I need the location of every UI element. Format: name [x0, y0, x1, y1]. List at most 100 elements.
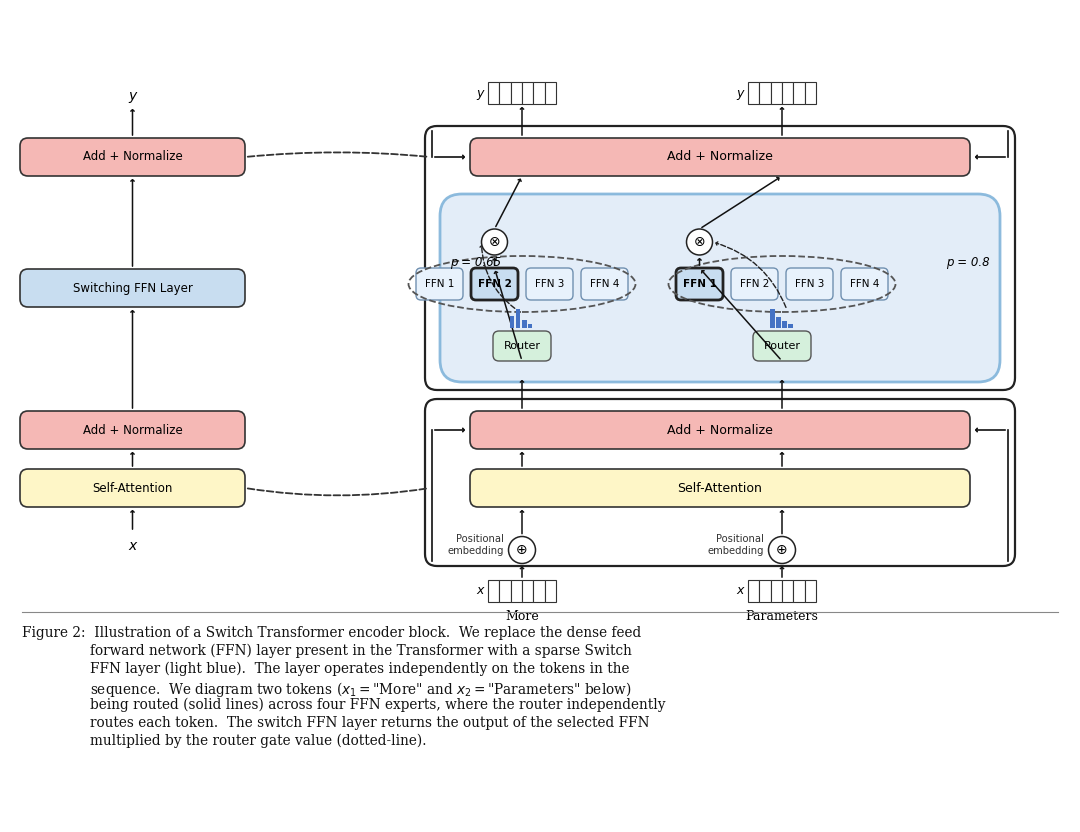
- Bar: [522, 580, 534, 602]
- Bar: [759, 82, 771, 104]
- Bar: [544, 82, 556, 104]
- Text: y: y: [737, 87, 744, 100]
- Bar: [748, 580, 759, 602]
- Text: Self-Attention: Self-Attention: [92, 482, 173, 494]
- Text: FFN layer (light blue).  The layer operates independently on the tokens in the: FFN layer (light blue). The layer operat…: [90, 662, 630, 676]
- Text: 2: 2: [753, 593, 758, 602]
- FancyBboxPatch shape: [416, 268, 463, 300]
- Text: FFN 1: FFN 1: [683, 279, 716, 289]
- Text: ⊗: ⊗: [693, 235, 705, 249]
- Bar: [488, 580, 499, 602]
- Text: FFN 2: FFN 2: [477, 279, 512, 289]
- Text: FFN 2: FFN 2: [740, 279, 769, 289]
- Bar: [759, 580, 771, 602]
- Text: y: y: [129, 89, 137, 103]
- Text: Add + Normalize: Add + Normalize: [83, 151, 183, 164]
- FancyBboxPatch shape: [440, 194, 1000, 382]
- Bar: [794, 580, 805, 602]
- FancyBboxPatch shape: [786, 268, 833, 300]
- Text: 1: 1: [492, 96, 499, 105]
- Bar: [770, 310, 774, 328]
- Text: forward network (FFN) layer present in the Transformer with a sparse Switch: forward network (FFN) layer present in t…: [90, 644, 632, 658]
- Text: FFN 1: FFN 1: [424, 279, 455, 289]
- FancyBboxPatch shape: [492, 331, 551, 361]
- Text: Router: Router: [764, 341, 800, 351]
- Bar: [516, 310, 521, 328]
- Text: Positional
embedding: Positional embedding: [707, 534, 764, 557]
- Text: Add + Normalize: Add + Normalize: [83, 423, 183, 437]
- Text: FFN 3: FFN 3: [535, 279, 564, 289]
- Text: Self-Attention: Self-Attention: [677, 482, 762, 494]
- Text: ⊕: ⊕: [777, 543, 787, 557]
- FancyBboxPatch shape: [753, 331, 811, 361]
- Bar: [788, 324, 793, 328]
- FancyBboxPatch shape: [731, 268, 778, 300]
- Circle shape: [482, 229, 508, 255]
- FancyBboxPatch shape: [426, 126, 1015, 390]
- FancyBboxPatch shape: [426, 399, 1015, 566]
- FancyBboxPatch shape: [470, 138, 970, 176]
- Bar: [777, 317, 781, 328]
- Text: Add + Normalize: Add + Normalize: [667, 423, 773, 437]
- Circle shape: [687, 229, 713, 255]
- Bar: [805, 580, 816, 602]
- Bar: [488, 82, 499, 104]
- FancyBboxPatch shape: [676, 268, 723, 300]
- Bar: [782, 580, 794, 602]
- Text: multiplied by the router gate value (dotted-line).: multiplied by the router gate value (dot…: [90, 734, 427, 749]
- FancyBboxPatch shape: [21, 138, 245, 176]
- Circle shape: [769, 537, 796, 563]
- Text: More: More: [505, 610, 539, 623]
- Text: x: x: [737, 585, 744, 597]
- Bar: [499, 82, 511, 104]
- Text: ⊕: ⊕: [516, 543, 528, 557]
- Text: Parameters: Parameters: [745, 610, 819, 623]
- FancyBboxPatch shape: [21, 411, 245, 449]
- Text: x: x: [476, 585, 484, 597]
- Bar: [534, 82, 544, 104]
- Text: FFN 3: FFN 3: [795, 279, 824, 289]
- Text: FFN 4: FFN 4: [850, 279, 879, 289]
- Text: x: x: [129, 539, 137, 553]
- Text: Router: Router: [503, 341, 540, 351]
- Bar: [499, 580, 511, 602]
- Bar: [511, 82, 522, 104]
- FancyBboxPatch shape: [21, 269, 245, 307]
- Bar: [771, 82, 782, 104]
- FancyBboxPatch shape: [841, 268, 888, 300]
- Bar: [782, 82, 794, 104]
- FancyBboxPatch shape: [21, 469, 245, 507]
- Text: Positional
embedding: Positional embedding: [447, 534, 504, 557]
- Bar: [771, 580, 782, 602]
- Text: Add + Normalize: Add + Normalize: [667, 151, 773, 164]
- Bar: [510, 316, 514, 328]
- Text: FFN 4: FFN 4: [590, 279, 619, 289]
- Text: ⊗: ⊗: [488, 235, 500, 249]
- Text: 1: 1: [492, 593, 499, 602]
- Text: Figure 2:  Illustration of a Switch Transformer encoder block.  We replace the d: Figure 2: Illustration of a Switch Trans…: [22, 626, 642, 640]
- Text: 2: 2: [753, 96, 758, 105]
- FancyBboxPatch shape: [470, 469, 970, 507]
- Text: p = 0.8: p = 0.8: [946, 255, 990, 269]
- Bar: [522, 320, 527, 328]
- FancyBboxPatch shape: [471, 268, 518, 300]
- FancyBboxPatch shape: [526, 268, 573, 300]
- Bar: [748, 82, 759, 104]
- Text: p = 0.65: p = 0.65: [450, 255, 501, 269]
- Bar: [794, 82, 805, 104]
- Bar: [511, 580, 522, 602]
- Text: y: y: [476, 87, 484, 100]
- Bar: [534, 580, 544, 602]
- Bar: [782, 321, 786, 328]
- Text: routes each token.  The switch FFN layer returns the output of the selected FFN: routes each token. The switch FFN layer …: [90, 716, 649, 730]
- Bar: [522, 82, 534, 104]
- Text: Switching FFN Layer: Switching FFN Layer: [72, 281, 192, 295]
- FancyBboxPatch shape: [470, 411, 970, 449]
- Bar: [528, 324, 532, 328]
- Bar: [805, 82, 816, 104]
- Circle shape: [509, 537, 536, 563]
- Text: sequence.  We diagram two tokens ($x_1 = $"More" and $x_2 = $"Parameters" below): sequence. We diagram two tokens ($x_1 = …: [90, 680, 632, 699]
- Bar: [544, 580, 556, 602]
- Text: being routed (solid lines) across four FFN experts, where the router independent: being routed (solid lines) across four F…: [90, 698, 665, 712]
- FancyBboxPatch shape: [581, 268, 627, 300]
